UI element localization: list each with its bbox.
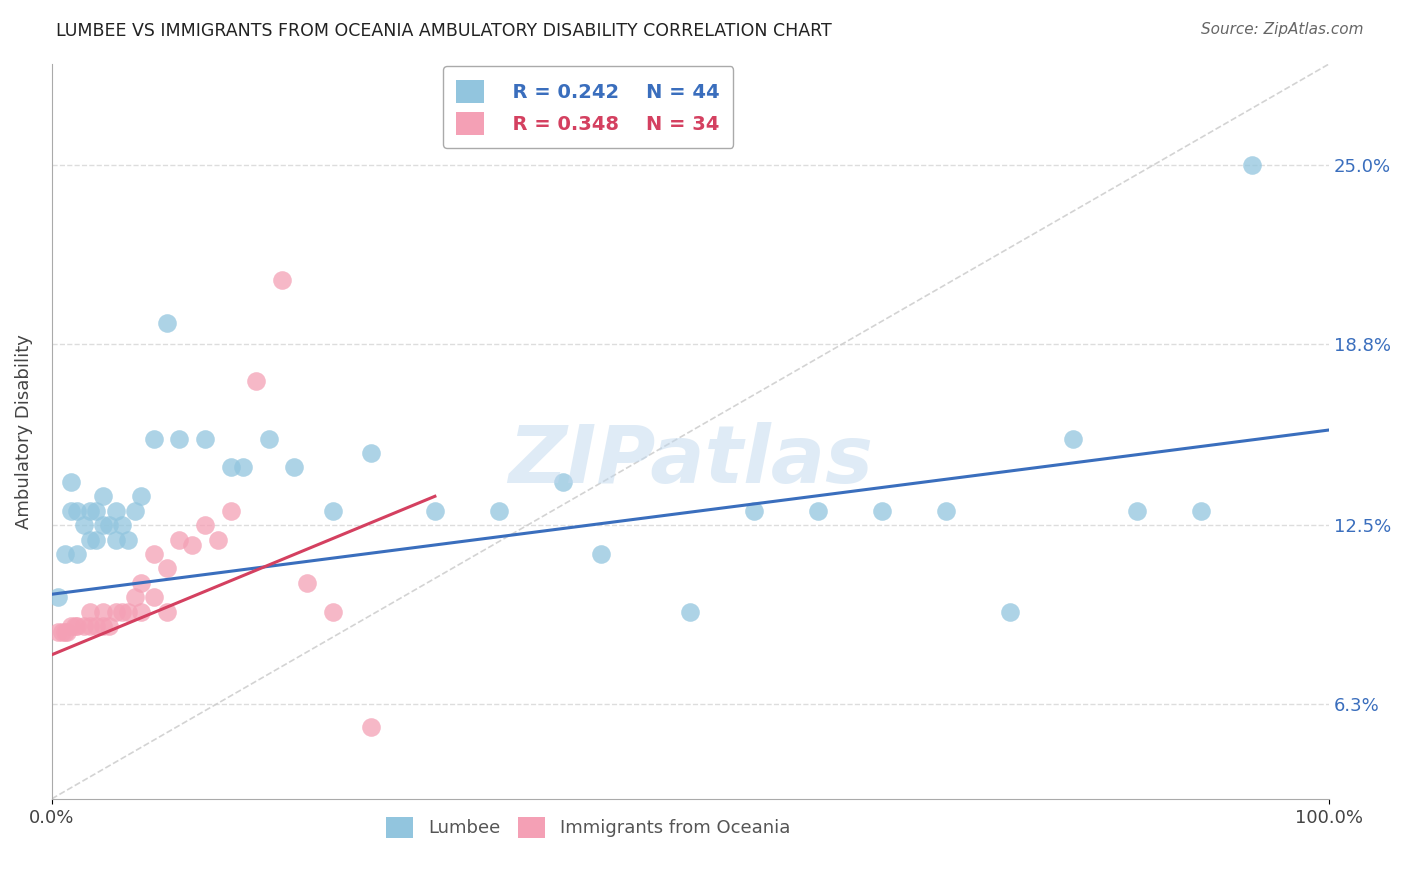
Point (322, 605, 344, 619)
Point (245, 374, 267, 388)
Point (53, 547, 76, 561)
Point (129, 575, 152, 590)
Point (295, 575, 318, 590)
Point (79, 504, 101, 518)
Point (1241, 158, 1264, 172)
Point (59, 475, 82, 489)
Point (1189, 504, 1212, 518)
Point (360, 720, 382, 734)
Point (129, 605, 152, 619)
Point (91, 489, 114, 503)
Text: ZIPatlas: ZIPatlas (508, 422, 873, 500)
Point (73, 619, 96, 633)
Point (111, 518, 134, 533)
Point (142, 547, 165, 561)
Point (59, 619, 82, 633)
Point (551, 475, 574, 489)
Point (423, 504, 446, 518)
Text: Source: ZipAtlas.com: Source: ZipAtlas.com (1201, 22, 1364, 37)
Point (219, 504, 242, 518)
Point (232, 460, 254, 475)
Point (129, 489, 152, 503)
Point (322, 504, 344, 518)
Point (79, 619, 101, 633)
Text: LUMBEE VS IMMIGRANTS FROM OCEANIA AMBULATORY DISABILITY CORRELATION CHART: LUMBEE VS IMMIGRANTS FROM OCEANIA AMBULA… (56, 22, 832, 40)
Point (86, 619, 108, 633)
Point (870, 504, 893, 518)
Point (998, 605, 1021, 619)
Point (169, 432, 191, 446)
Point (79, 605, 101, 619)
Point (124, 590, 146, 604)
Point (98, 619, 121, 633)
Point (807, 504, 830, 518)
Point (270, 273, 292, 287)
Point (1126, 504, 1149, 518)
Point (679, 605, 702, 619)
Point (194, 518, 217, 533)
Point (66, 619, 89, 633)
Point (156, 605, 179, 619)
Point (1062, 432, 1084, 446)
Point (257, 432, 280, 446)
Point (156, 561, 179, 575)
Point (104, 533, 127, 547)
Point (86, 504, 108, 518)
Point (219, 460, 242, 475)
Point (66, 547, 89, 561)
Point (142, 590, 165, 604)
Legend: Lumbee, Immigrants from Oceania: Lumbee, Immigrants from Oceania (380, 810, 797, 845)
Point (104, 605, 127, 619)
Point (117, 533, 139, 547)
Point (111, 605, 134, 619)
Point (117, 605, 139, 619)
Point (56, 624, 79, 639)
Point (53, 624, 76, 639)
Point (46, 590, 69, 604)
Point (79, 533, 101, 547)
Point (91, 518, 114, 533)
Y-axis label: Ambulatory Disability: Ambulatory Disability (15, 334, 32, 529)
Point (360, 446, 382, 460)
Point (935, 504, 957, 518)
Point (91, 619, 114, 633)
Point (104, 504, 127, 518)
Point (63, 619, 86, 633)
Point (589, 547, 612, 561)
Point (86, 533, 108, 547)
Point (59, 504, 82, 518)
Point (742, 504, 765, 518)
Point (142, 432, 165, 446)
Point (73, 518, 96, 533)
Point (181, 538, 204, 552)
Point (91, 605, 114, 619)
Point (283, 460, 305, 475)
Point (156, 317, 179, 331)
Point (51, 624, 73, 639)
Point (488, 504, 510, 518)
Point (194, 432, 217, 446)
Point (124, 504, 146, 518)
Point (66, 504, 89, 518)
Point (98, 518, 121, 533)
Point (46, 624, 69, 639)
Point (207, 533, 229, 547)
Point (169, 533, 191, 547)
